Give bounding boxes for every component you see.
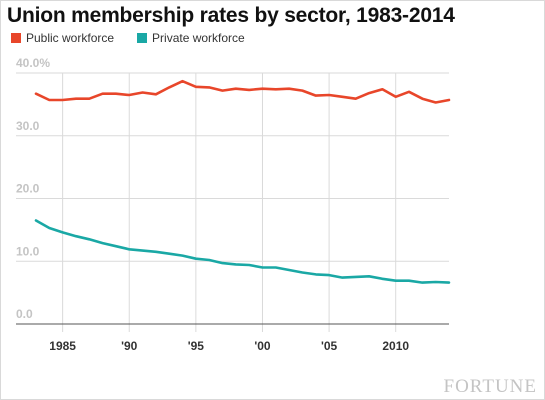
y-tick-label-30: 30.0 (16, 119, 40, 133)
legend-label-private: Private workforce (152, 31, 245, 45)
legend-swatch-private (137, 33, 148, 43)
grid-lines (16, 72, 449, 332)
series-line-private-workforce (34, 219, 451, 284)
legend-label-public: Public workforce (26, 31, 115, 45)
legend-swatch-public (11, 33, 21, 43)
chart-title: Union membership rates by sector, 1983-2… (7, 4, 455, 27)
x-tick-label-2000: '00 (254, 339, 271, 353)
x-tick-label-1985: 1985 (49, 339, 76, 353)
series-lines (34, 79, 451, 284)
legend-item-private: Private workforce (137, 31, 245, 45)
y-tick-label-20: 20.0 (16, 182, 40, 196)
y-tick-label-40: 40.0% (16, 56, 50, 70)
x-tick-label-1990: '90 (121, 339, 138, 353)
x-tick-label-1995: '95 (188, 339, 205, 353)
x-axis-tick-labels: 1985 '90 '95 '00 '05 2010 (49, 339, 409, 353)
fortune-logo: FORTUNE (443, 376, 537, 397)
y-axis-tick-labels: 0.0 10.0 20.0 30.0 40.0% (16, 56, 50, 321)
y-tick-label-10: 10.0 (16, 244, 40, 258)
y-tick-label-0: 0.0 (16, 307, 33, 321)
x-tick-label-2010: 2010 (382, 339, 409, 353)
legend-item-public: Public workforce (11, 31, 114, 45)
x-tick-label-2005: '05 (321, 339, 338, 353)
series-line-public-workforce (34, 79, 451, 104)
legend: Public workforce Private workforce (11, 31, 268, 45)
